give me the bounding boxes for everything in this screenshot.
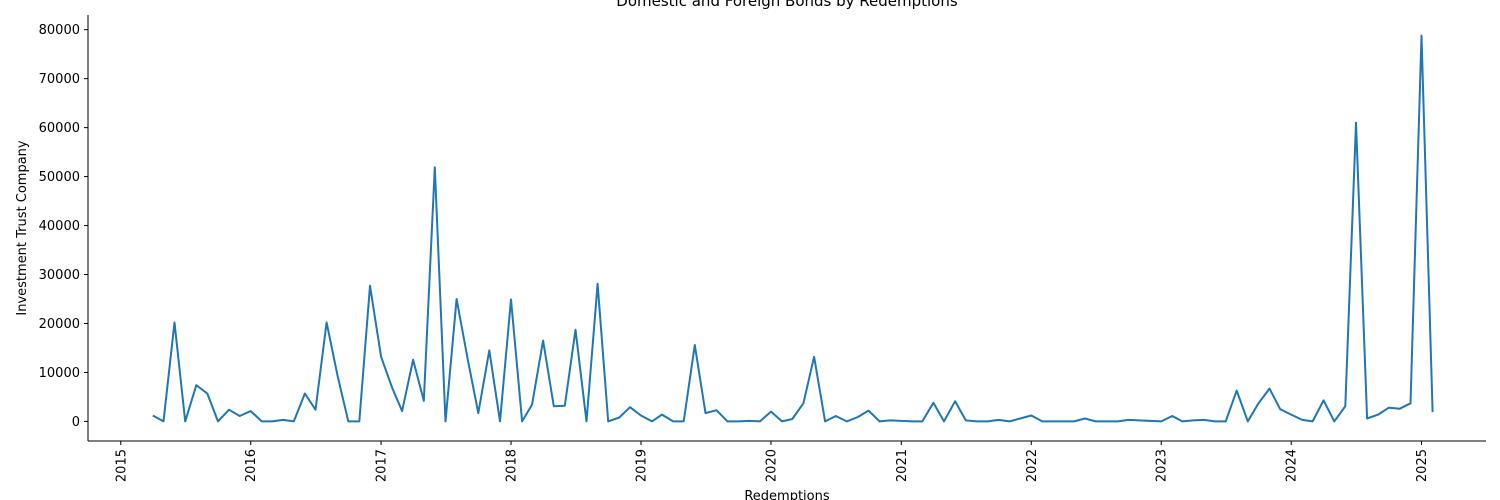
- x-tick-label: 2016: [244, 449, 259, 482]
- x-tick-label: 2021: [895, 449, 910, 482]
- x-tick-label: 2024: [1285, 449, 1300, 482]
- y-tick-label: 60000: [39, 121, 80, 136]
- y-tick-label: 10000: [39, 366, 80, 381]
- x-tick-label: 2017: [375, 449, 390, 482]
- y-tick-label: 0: [72, 415, 80, 430]
- y-tick-label: 30000: [39, 268, 80, 283]
- x-axis-ticks: 2015 2016 2017 2018 2019 2020 2021 2022 2023 2024…: [114, 441, 1430, 482]
- x-tick-label: 2025: [1415, 449, 1430, 482]
- y-axis-ticks: 0 10000 20000 30000 40000 50000 60000 70000 8000…: [39, 23, 88, 430]
- y-tick-label: 20000: [39, 317, 80, 332]
- y-tick-label: 80000: [39, 23, 80, 38]
- x-tick-label: 2018: [505, 449, 520, 482]
- x-tick-label: 2015: [114, 449, 129, 482]
- y-tick-label: 70000: [39, 72, 80, 87]
- chart-title: Domestic and Foreign Bonds by Redemption…: [616, 0, 958, 10]
- x-tick-label: 2020: [764, 449, 779, 482]
- x-tick-label: 2019: [635, 449, 650, 482]
- series-line: [152, 34, 1434, 423]
- y-axis-title: Investment Trust Company: [15, 140, 30, 316]
- x-axis-title: Redemptions: [744, 489, 830, 500]
- x-tick-label: 2022: [1025, 449, 1040, 482]
- y-tick-label: 50000: [39, 170, 80, 185]
- x-tick-label: 2023: [1155, 449, 1170, 482]
- y-tick-label: 40000: [39, 219, 80, 234]
